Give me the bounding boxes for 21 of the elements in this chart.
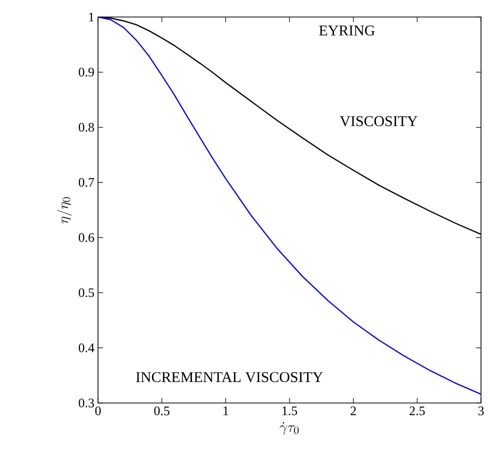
annotation: EYRING bbox=[319, 26, 375, 36]
x-tick-label: 0.5 bbox=[154, 406, 170, 416]
x-tick-label: 1 bbox=[224, 406, 228, 416]
y-tick-label: 0.7 bbox=[78, 178, 94, 187]
y-tick-label: 0.8 bbox=[78, 122, 94, 132]
y-tick-label: 1 bbox=[89, 12, 94, 22]
x-tick-label: 3 bbox=[478, 406, 484, 416]
x-tick-label: 2 bbox=[350, 406, 356, 416]
annotation: VISCOSITY bbox=[340, 116, 418, 126]
annotation: INCREMENTAL VISCOSITY bbox=[136, 372, 323, 382]
x-tick-label: 1.5 bbox=[282, 406, 298, 416]
y-axis-title: $\eta/\eta_0$ bbox=[57, 197, 72, 224]
y-tick-label: 0.6 bbox=[78, 233, 94, 242]
y-tick-label: 0.5 bbox=[78, 288, 94, 298]
x-tick-label: 0 bbox=[95, 406, 101, 416]
line-series bbox=[98, 17, 482, 395]
y-tick-label: 0.3 bbox=[78, 398, 94, 408]
y-tick-label: 0.4 bbox=[78, 343, 94, 352]
y-tick-label: 0.9 bbox=[78, 68, 94, 77]
x-axis-title: $\dot{\gamma}\tau_0$ bbox=[280, 422, 299, 435]
x-tick-label: 2.5 bbox=[410, 406, 425, 416]
